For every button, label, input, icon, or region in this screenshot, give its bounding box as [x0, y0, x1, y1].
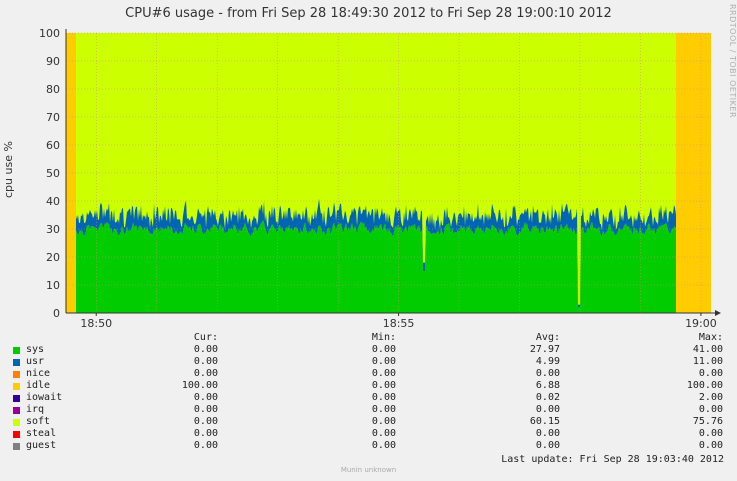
legend-cur-value: 0.00: [193, 344, 218, 355]
legend-max-value: 0.00: [698, 404, 723, 415]
legend-cur-value: 0.00: [193, 440, 218, 451]
legend-row-idle: idle 100.00 0.00 6.88 100.00: [0, 380, 737, 392]
legend-name: soft: [26, 416, 51, 427]
legend-name: sys: [26, 344, 45, 355]
legend-min-value: 0.00: [371, 428, 396, 439]
legend-row-iowait: iowait 0.00 0.00 0.02 2.00: [0, 392, 737, 404]
legend-avg-value: 6.88: [535, 380, 560, 391]
legend-avg-value: 27.97: [529, 344, 560, 355]
legend-max-value: 11.00: [692, 356, 723, 367]
legend-swatch: [13, 383, 20, 390]
legend-avg-value: 0.00: [535, 428, 560, 439]
legend-name: guest: [26, 440, 57, 451]
legend-min-value: 0.00: [371, 392, 396, 403]
idle-area-start: [66, 33, 76, 313]
y-tick-label: 50: [46, 167, 60, 180]
legend-max-value: 75.76: [692, 416, 723, 427]
legend-row-soft: soft 0.00 0.00 60.15 75.76: [0, 416, 737, 428]
legend-swatch: [13, 431, 20, 438]
legend-swatch: [13, 359, 20, 366]
y-tick-label: 40: [46, 195, 60, 208]
legend-max-value: 41.00: [692, 344, 723, 355]
legend-name: idle: [26, 380, 51, 391]
legend-name: nice: [26, 368, 51, 379]
legend-max-value: 0.00: [698, 428, 723, 439]
legend-cur-value: 0.00: [193, 404, 218, 415]
legend-swatch: [13, 443, 20, 450]
legend-max-value: 2.00: [698, 392, 723, 403]
y-tick-label: 100: [39, 27, 60, 40]
legend-avg-value: 0.02: [535, 392, 560, 403]
last-update: Last update: Fri Sep 28 19:03:40 2012: [501, 454, 724, 465]
x-tick-label: 18:55: [383, 317, 415, 330]
x-tick-label: 18:50: [80, 317, 112, 330]
legend-min-value: 0.00: [371, 380, 396, 391]
x-axis-arrow: [715, 310, 721, 316]
legend-cur-value: 0.00: [193, 428, 218, 439]
legend-min-value: 0.00: [371, 416, 396, 427]
legend-cur-value: 100.00: [181, 380, 218, 391]
legend-max-value: 100.00: [686, 380, 723, 391]
legend-name: usr: [26, 356, 45, 367]
legend-avg-value: 0.00: [535, 368, 560, 379]
legend-row-irq: irq 0.00 0.00 0.00 0.00: [0, 404, 737, 416]
legend-swatch: [13, 407, 20, 414]
legend-cur-value: 0.00: [193, 392, 218, 403]
legend-swatch: [13, 371, 20, 378]
usr-area: [76, 198, 676, 308]
y-tick-label: 0: [53, 307, 60, 320]
chart-title: CPU#6 usage - from Fri Sep 28 18:49:30 2…: [125, 6, 612, 21]
legend-row-steal: steal 0.00 0.00 0.00 0.00: [0, 428, 737, 440]
legend-min-value: 0.00: [371, 356, 396, 367]
legend-swatch: [13, 419, 20, 426]
legend-max-value: 0.00: [698, 368, 723, 379]
rrdtool-credit: RRDTOOL / TOBI OETIKER: [728, 4, 737, 119]
y-tick-labels: 0 10 20 30 40 50 60 70 80 90 100: [39, 27, 60, 320]
y-tick-label: 20: [46, 251, 60, 264]
y-tick-label: 80: [46, 83, 60, 96]
legend-swatch: [13, 395, 20, 402]
legend-cur-value: 0.00: [193, 356, 218, 367]
legend-row-guest: guest 0.00 0.00 0.00 0.00: [0, 440, 737, 452]
legend-min-value: 0.00: [371, 404, 396, 415]
y-tick-label: 70: [46, 111, 60, 124]
legend-header-min: Min:: [371, 332, 396, 343]
y-tick-label: 60: [46, 139, 60, 152]
legend-min-value: 0.00: [371, 344, 396, 355]
legend-name: steal: [26, 428, 57, 439]
legend-header-avg: Avg:: [535, 332, 560, 343]
y-tick-label: 10: [46, 279, 60, 292]
legend-cur-value: 0.00: [193, 416, 218, 427]
legend-min-value: 0.00: [371, 368, 396, 379]
legend-row-usr: usr 0.00 0.00 4.99 11.00: [0, 356, 737, 368]
sys-area: [76, 220, 676, 313]
legend-avg-value: 4.99: [535, 356, 560, 367]
legend-row-nice: nice 0.00 0.00 0.00 0.00: [0, 368, 737, 380]
cpu-usage-chart: 0 10 20 30 40 50 60 70 80 90 100 18:50 18:55 19:00: [39, 27, 721, 330]
x-tick-labels: 18:50 18:55 19:00: [80, 313, 717, 330]
legend-row-sys: sys 0.00 0.00 27.97 41.00: [0, 344, 737, 356]
legend-swatch: [13, 347, 20, 354]
legend-name: iowait: [26, 392, 63, 403]
x-tick-label: 19:00: [685, 317, 717, 330]
footer-credit: Munin unknown: [340, 466, 397, 474]
legend-avg-value: 0.00: [535, 440, 560, 451]
legend-avg-value: 60.15: [529, 416, 560, 427]
legend-avg-value: 0.00: [535, 404, 560, 415]
legend-cur-value: 0.00: [193, 368, 218, 379]
legend-name: irq: [26, 404, 45, 415]
y-tick-label: 90: [46, 55, 60, 68]
axes: [65, 29, 721, 316]
legend-header-max: Max:: [698, 332, 723, 343]
y-tick-label: 30: [46, 223, 60, 236]
legend-max-value: 0.00: [698, 440, 723, 451]
legend-header-cur: Cur:: [193, 332, 218, 343]
legend-min-value: 0.00: [371, 440, 396, 451]
